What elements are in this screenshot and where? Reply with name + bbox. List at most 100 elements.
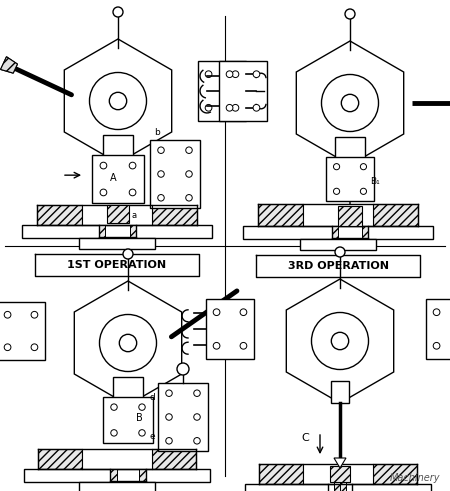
Circle shape (4, 344, 11, 351)
Circle shape (240, 309, 247, 316)
Circle shape (166, 390, 172, 396)
Circle shape (360, 188, 366, 194)
Circle shape (333, 164, 340, 170)
Text: B: B (136, 413, 143, 423)
Bar (107, 205, 129, 223)
Circle shape (232, 71, 239, 78)
Circle shape (186, 147, 192, 154)
Text: 1ST OPERATION: 1ST OPERATION (68, 260, 166, 270)
Circle shape (194, 390, 200, 396)
Polygon shape (0, 57, 18, 73)
Circle shape (311, 312, 369, 370)
Polygon shape (74, 281, 182, 405)
Bar (332, 226, 338, 238)
Circle shape (333, 188, 340, 194)
Circle shape (100, 162, 107, 169)
Text: 3RD OPERATION: 3RD OPERATION (288, 261, 388, 271)
Bar (113, 377, 143, 405)
Bar (158, 383, 208, 451)
Bar (152, 449, 196, 469)
Polygon shape (334, 458, 346, 468)
Bar (362, 226, 368, 238)
Circle shape (433, 342, 440, 349)
Bar (326, 157, 374, 201)
Bar (330, 466, 350, 482)
Circle shape (177, 363, 189, 375)
Bar (139, 469, 146, 481)
Polygon shape (0, 57, 18, 73)
Circle shape (240, 342, 247, 349)
Bar (82, 449, 152, 469)
Bar (103, 135, 133, 163)
Circle shape (111, 404, 117, 410)
Circle shape (111, 430, 117, 436)
Polygon shape (286, 279, 394, 403)
Text: e: e (149, 432, 155, 440)
Bar (198, 61, 246, 121)
Bar (373, 204, 418, 226)
Bar (259, 464, 303, 484)
Text: C: C (301, 433, 309, 443)
Bar (303, 464, 373, 484)
Bar (24, 469, 210, 482)
Circle shape (139, 404, 145, 410)
Circle shape (158, 194, 164, 201)
Bar (82, 205, 152, 225)
Bar (0, 302, 45, 360)
Text: a: a (132, 211, 137, 219)
Circle shape (119, 334, 137, 352)
Circle shape (360, 164, 366, 170)
Circle shape (90, 73, 147, 130)
Circle shape (232, 105, 239, 111)
Bar (92, 155, 144, 203)
Circle shape (100, 189, 107, 196)
Bar (331, 381, 349, 403)
Bar (303, 204, 373, 226)
Circle shape (213, 309, 220, 316)
Circle shape (109, 92, 127, 109)
Circle shape (186, 171, 192, 177)
Bar (152, 205, 197, 225)
Circle shape (205, 71, 212, 78)
Text: d: d (149, 393, 155, 403)
Bar (426, 299, 450, 359)
Circle shape (253, 71, 260, 78)
Polygon shape (296, 41, 404, 165)
Circle shape (129, 189, 136, 196)
Bar (338, 206, 362, 226)
Bar (110, 469, 117, 481)
Bar (99, 225, 104, 237)
Bar (243, 226, 433, 239)
Polygon shape (64, 39, 172, 163)
Bar (245, 484, 431, 491)
Circle shape (331, 332, 349, 350)
Text: A: A (110, 173, 116, 183)
Circle shape (335, 247, 345, 257)
Circle shape (123, 249, 133, 259)
Circle shape (226, 71, 233, 78)
Circle shape (213, 342, 220, 349)
Bar (103, 397, 153, 443)
Bar (150, 140, 200, 208)
Circle shape (186, 194, 192, 201)
Bar (258, 204, 303, 226)
Bar (37, 205, 82, 225)
Bar (300, 239, 376, 250)
Circle shape (158, 147, 164, 154)
Circle shape (433, 309, 440, 316)
Bar (130, 225, 135, 237)
Bar (219, 61, 267, 121)
Circle shape (205, 105, 212, 111)
Text: Machinery: Machinery (390, 473, 440, 483)
Bar (340, 482, 346, 491)
Bar (334, 482, 340, 491)
Bar (22, 225, 212, 238)
Bar (373, 464, 417, 484)
Bar (79, 482, 155, 491)
Circle shape (194, 414, 200, 420)
Circle shape (194, 437, 200, 444)
Circle shape (166, 414, 172, 420)
Bar (38, 449, 82, 469)
Circle shape (226, 105, 233, 111)
Circle shape (99, 314, 157, 372)
